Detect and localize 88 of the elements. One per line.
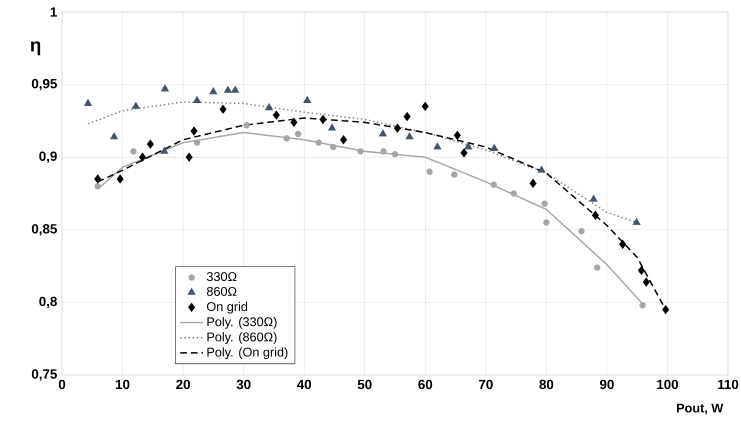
legend-label: Poly. (On grid) xyxy=(207,347,288,360)
y-tick-label: 0,85 xyxy=(32,224,57,236)
point xyxy=(639,302,646,308)
point xyxy=(84,98,92,106)
point xyxy=(319,114,326,124)
x-tick-label: 10 xyxy=(116,380,130,390)
x-tick-label: 40 xyxy=(296,380,312,390)
point xyxy=(454,130,461,140)
x-tick-label: 30 xyxy=(236,380,251,390)
legend-label: 330Ω xyxy=(206,272,236,282)
point xyxy=(243,122,250,128)
point xyxy=(590,194,598,202)
point xyxy=(231,86,240,93)
point xyxy=(406,132,414,140)
point xyxy=(224,86,232,93)
y-tick-label: 0,9 xyxy=(39,152,57,163)
point xyxy=(303,96,312,103)
point xyxy=(186,152,193,162)
point xyxy=(265,103,274,110)
point xyxy=(404,112,411,122)
y-tick-label: 1 xyxy=(50,7,57,17)
point xyxy=(316,139,322,146)
point xyxy=(464,142,472,150)
point xyxy=(330,144,336,150)
point xyxy=(642,278,650,287)
point xyxy=(380,148,387,155)
x-tick-label: 60 xyxy=(418,380,432,390)
point xyxy=(132,102,140,109)
point xyxy=(290,118,298,127)
point xyxy=(378,129,387,136)
point xyxy=(272,110,280,120)
point xyxy=(460,148,468,158)
point xyxy=(538,166,546,173)
x-tick-label: 0 xyxy=(58,380,66,390)
y-tick-label: 0,95 xyxy=(32,78,57,90)
point xyxy=(592,210,599,220)
y-axis-title: η xyxy=(30,41,40,56)
point xyxy=(638,266,645,275)
point xyxy=(139,152,146,162)
point xyxy=(110,132,118,140)
point xyxy=(490,182,497,188)
point xyxy=(160,146,168,154)
point xyxy=(451,171,458,178)
x-tick-label: 100 xyxy=(657,380,678,390)
point xyxy=(220,104,227,114)
point xyxy=(194,139,200,146)
point xyxy=(594,264,600,271)
point xyxy=(357,148,364,155)
point xyxy=(426,168,433,175)
point xyxy=(328,124,336,131)
point xyxy=(160,84,169,92)
point xyxy=(146,140,154,149)
point xyxy=(543,219,550,226)
point xyxy=(490,144,498,151)
point xyxy=(422,102,429,111)
point xyxy=(116,174,124,184)
point xyxy=(619,240,626,249)
point xyxy=(130,148,137,155)
legend-label: Poly. (860Ω) xyxy=(207,332,277,344)
point xyxy=(662,305,670,314)
point xyxy=(632,218,641,225)
x-tick-label: 80 xyxy=(539,380,554,390)
x-tick-label: 110 xyxy=(718,380,738,390)
x-axis-title: Pout, W xyxy=(677,404,724,414)
legend-label: On grid xyxy=(206,302,248,314)
y-tick-label: 0,8 xyxy=(39,296,57,308)
point xyxy=(193,96,201,103)
x-tick-label: 50 xyxy=(358,380,372,390)
point xyxy=(433,142,442,150)
point xyxy=(394,124,401,133)
x-tick-label: 90 xyxy=(600,380,614,390)
point xyxy=(340,135,348,144)
point xyxy=(94,174,102,184)
point xyxy=(510,190,517,197)
x-tick-label: 20 xyxy=(176,380,190,390)
point xyxy=(283,135,290,142)
y-tick-label: 0,75 xyxy=(32,369,57,381)
point xyxy=(294,130,302,138)
legend-label: 860Ω xyxy=(206,286,236,296)
point xyxy=(541,200,548,207)
point xyxy=(190,126,198,136)
point xyxy=(530,178,537,188)
x-tick-label: 70 xyxy=(478,380,493,390)
legend-label: Poly. (330Ω) xyxy=(207,316,277,329)
point xyxy=(392,151,398,158)
point xyxy=(578,228,585,234)
point xyxy=(209,87,218,94)
point xyxy=(94,183,101,190)
